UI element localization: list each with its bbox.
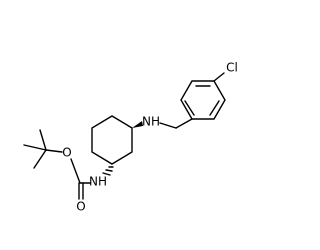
atom-label: NH — [89, 175, 107, 189]
wedge-bond — [132, 121, 143, 128]
hash-bond — [102, 166, 114, 176]
atom-label: NH — [142, 115, 160, 129]
bond — [39, 129, 47, 151]
double-bond — [209, 100, 220, 116]
bond — [70, 158, 81, 184]
cyclohexane-ring — [91, 115, 133, 165]
double-bond — [184, 100, 195, 116]
molecule: Cl NH NH O O — [23, 61, 238, 214]
bond — [23, 144, 47, 151]
bond — [159, 122, 177, 129]
bond — [175, 118, 193, 129]
bond — [45, 149, 63, 153]
atom-label: Cl — [226, 61, 238, 75]
bonds — [23, 72, 226, 200]
atom-label: O — [76, 200, 85, 214]
bond — [213, 72, 225, 82]
bond — [33, 149, 47, 169]
atom-label: O — [62, 146, 71, 160]
